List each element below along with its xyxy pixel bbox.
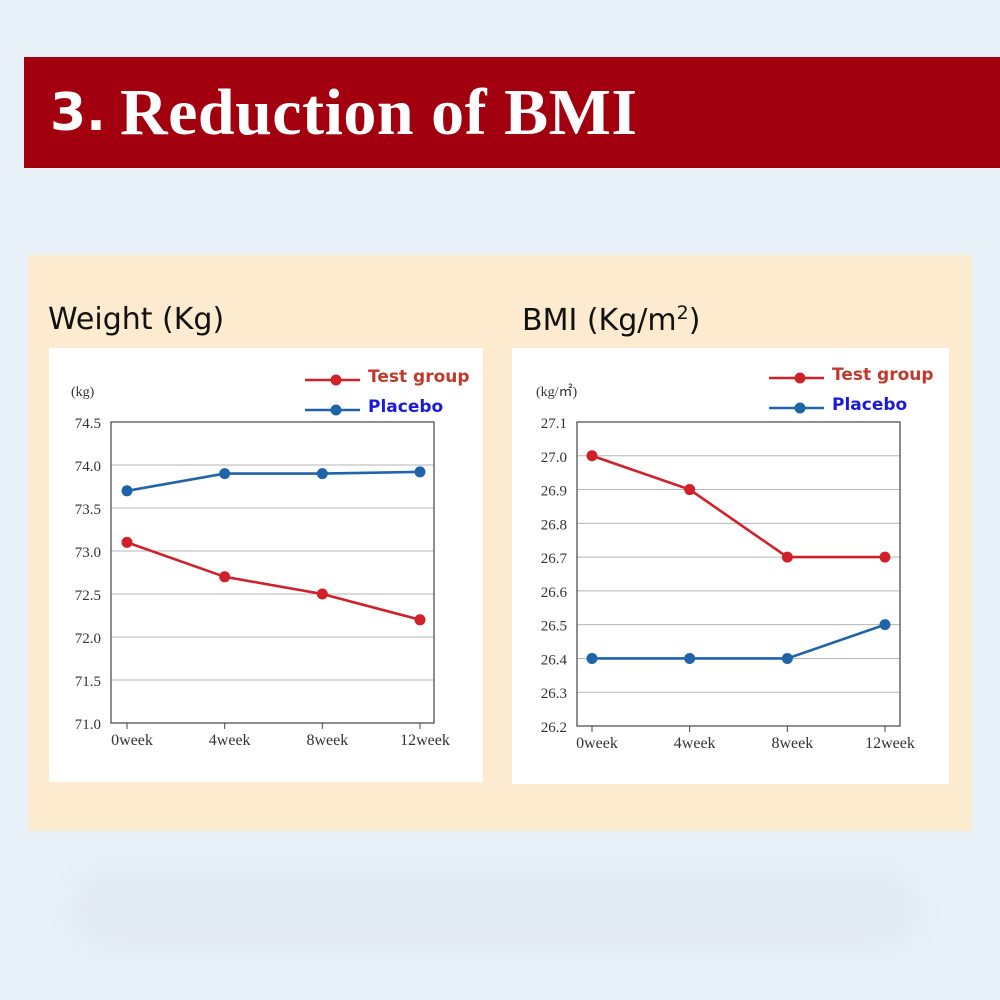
bmi-plot-frame (576, 421, 901, 727)
weight-ytick-label: 73.5 (75, 502, 101, 518)
weight-placebo-line (126, 470, 421, 493)
bmi-ytick-label: 27.1 (541, 416, 567, 432)
weight-placebo-point (414, 466, 426, 478)
bmi-xtick-label: 0week (576, 735, 618, 752)
bmi-ytick-label: 26.9 (541, 484, 567, 500)
weight-test-group-point (219, 571, 231, 583)
weight-legend-placebo-label: Placebo (368, 397, 443, 417)
bmi-xtick-label: 4week (674, 735, 716, 752)
weight-test-group-point (316, 588, 328, 600)
weight-plot-frame (110, 421, 435, 724)
title-banner: 3. Reduction of BMI (24, 57, 1000, 168)
weight-ytick-label: 74.0 (75, 459, 101, 475)
bmi-placebo-line (592, 623, 886, 660)
bmi-legend-placebo-label: Placebo (832, 395, 907, 415)
bmi-chart: 26.2 26.3 26.4 26.5 26.6 26.7 26.8 26.9 27.0 27.1… (512, 348, 949, 784)
bmi-ytick-label: 26.2 (541, 720, 567, 736)
bmi-heading-main: BMI (Kg/m (522, 303, 677, 338)
bmi-placebo-point (781, 652, 793, 664)
weight-placebo-point (121, 485, 133, 497)
weight-xtick-label: 4week (209, 732, 251, 749)
bmi-ytick-label: 26.7 (541, 551, 568, 567)
weight-chart-svg: 71.0 71.5 72.0 72.5 73.0 73.5 74.0 74.5 (kg) 0wee… (71, 367, 470, 749)
bmi-test-group-point (684, 484, 696, 496)
weight-ytick-label: 71.0 (75, 717, 101, 733)
bmi-heading-end: ) (688, 303, 701, 338)
bmi-xtick-label: 12week (865, 735, 915, 752)
bmi-ytick-label: 26.8 (541, 517, 567, 533)
bmi-legend-placebo-marker (794, 402, 806, 414)
bmi-xtick-label: 8week (771, 735, 813, 752)
bmi-ytick-label: 26.3 (541, 686, 567, 702)
page-title: Reduction of BMI (119, 75, 638, 149)
weight-chart-heading: Weight (Kg) (48, 302, 225, 337)
bmi-legend-test-group-marker (794, 372, 806, 384)
weight-legend-placebo-marker (330, 404, 342, 416)
bmi-test-group-line (591, 454, 885, 559)
bmi-ytick-label: 27.0 (541, 450, 567, 466)
weight-test-group-line (126, 541, 421, 622)
weight-ytick-label: 71.5 (75, 674, 101, 690)
bmi-ytick-label: 26.4 (541, 652, 568, 668)
bmi-test-group-point (879, 551, 891, 563)
weight-ytick-label: 72.0 (75, 631, 101, 647)
bmi-test-group-point (586, 450, 598, 462)
weight-ytick-label: 72.5 (75, 588, 101, 604)
bmi-test-group-point (781, 551, 793, 563)
bmi-chart-heading: BMI (Kg/m2) (522, 302, 700, 338)
bmi-chart-svg: 26.2 26.3 26.4 26.5 26.6 26.7 26.8 26.9 27.0 27.1… (536, 365, 934, 752)
weight-legend-test-group-marker (330, 374, 342, 386)
section-number: 3. (50, 82, 106, 143)
weight-placebo-point (316, 468, 328, 480)
weight-ytick-label: 74.5 (75, 416, 101, 432)
blurred-footer (70, 870, 920, 950)
weight-legend-test-group-label: Test group (368, 367, 470, 387)
bmi-placebo-point (684, 652, 696, 664)
bmi-ytick-label: 26.6 (541, 585, 568, 601)
weight-xtick-label: 8week (306, 732, 348, 749)
weight-placebo-point (219, 468, 231, 480)
weight-test-group-point (414, 614, 426, 626)
bmi-placebo-point (879, 619, 891, 631)
bmi-heading-superscript: 2 (676, 302, 689, 324)
bmi-ytick-label: 26.5 (541, 619, 567, 635)
bmi-legend-test-group-label: Test group (832, 365, 934, 385)
bmi-unit-label: (kg/㎡) (536, 384, 578, 400)
weight-xtick-label: 12week (400, 732, 450, 749)
weight-xtick-label: 0week (111, 732, 153, 749)
weight-ytick-label: 73.0 (75, 545, 101, 561)
bmi-placebo-point (586, 652, 598, 664)
weight-unit-label: (kg) (71, 385, 95, 400)
weight-chart: 71.0 71.5 72.0 72.5 73.0 73.5 74.0 74.5 (kg) 0wee… (49, 348, 483, 782)
weight-test-group-point (121, 536, 133, 548)
